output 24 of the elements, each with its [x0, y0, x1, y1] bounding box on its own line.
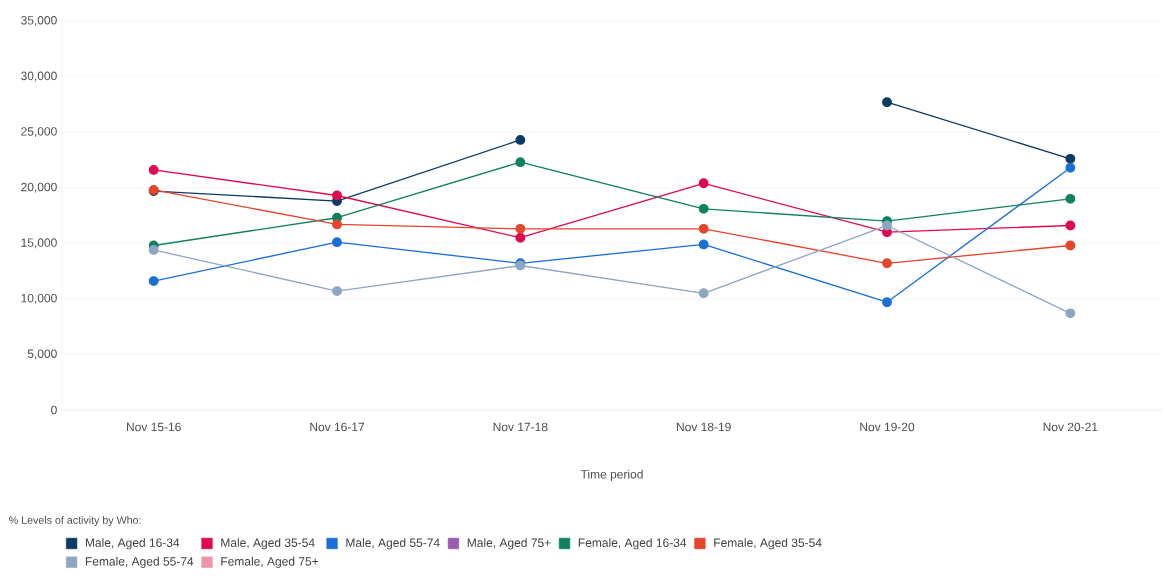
x-axis-title: Time period [580, 469, 643, 481]
x-tick-label: Nov 16-17 [310, 422, 365, 432]
legend-label: Female, Aged 16-34 [578, 538, 687, 550]
legend-label: Male, Aged 16-34 [85, 538, 180, 550]
x-tick-label: Nov 20-21 [1043, 422, 1098, 432]
y-tick-label: 0 [51, 405, 57, 415]
x-tick-label: Nov 18-19 [676, 422, 731, 432]
legend-label: Female, Aged 75+ [221, 556, 319, 569]
legend-label: Female, Aged 55-74 [85, 556, 194, 569]
x-tick-label: Nov 17-18 [493, 422, 548, 432]
y-tick-label: 30,000 [21, 71, 57, 82]
legend-label: Male, Aged 35-54 [221, 538, 315, 550]
x-tick-label: Nov 19-20 [860, 422, 915, 432]
y-tick-label: 15,000 [21, 238, 57, 249]
legend-label: Male, Aged 55-74 [346, 538, 440, 550]
y-tick-label: 10,000 [21, 293, 57, 304]
legend-title: % Levels of activity by Who: [9, 516, 141, 526]
legend-label: Male, Aged 75+ [467, 538, 551, 550]
y-tick-label: 35,000 [21, 16, 57, 26]
y-tick-label: 20,000 [21, 182, 57, 193]
x-tick-label: Nov 15-16 [126, 422, 181, 432]
y-tick-label: 5,000 [27, 349, 57, 360]
legend-label: Female, Aged 35-54 [714, 538, 822, 550]
y-tick-label: 25,000 [21, 127, 57, 138]
